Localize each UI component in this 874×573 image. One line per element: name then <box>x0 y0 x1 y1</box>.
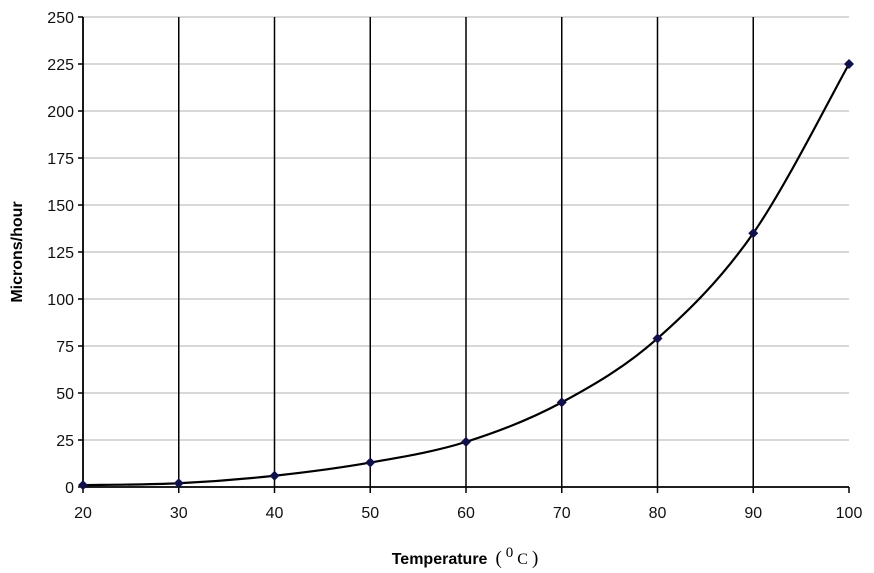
y-tick-label: 225 <box>47 57 74 74</box>
x-tick-label: 100 <box>836 505 863 522</box>
data-point <box>556 397 567 408</box>
x-tick-label: 50 <box>361 505 379 522</box>
y-tick-label: 25 <box>56 433 74 450</box>
y-tick-label: 175 <box>47 151 74 168</box>
y-tick-label: 125 <box>47 245 74 262</box>
x-tick-label: 60 <box>457 505 475 522</box>
data-point <box>173 478 184 489</box>
x-axis-label-text: Temperature <box>392 551 488 568</box>
y-tick-label: 0 <box>65 480 74 497</box>
x-tick-label: 70 <box>553 505 571 522</box>
data-point <box>269 470 280 481</box>
vertical-gridlines <box>178 17 754 487</box>
data-point <box>78 480 88 491</box>
x-tick-label: 90 <box>744 505 762 522</box>
data-line <box>82 63 850 487</box>
x-tick-label: 20 <box>74 505 92 522</box>
y-tick-label: 100 <box>47 292 74 309</box>
y-axis-label: Microns/hour <box>9 201 26 302</box>
data-markers <box>78 59 854 491</box>
data-point <box>652 333 663 344</box>
data-point <box>844 59 854 69</box>
y-tick-label: 250 <box>47 10 74 27</box>
x-axis-unit-close: ) <box>532 548 538 569</box>
x-tick-label: 40 <box>266 505 284 522</box>
y-tick-label: 50 <box>56 386 74 403</box>
data-point <box>461 436 471 447</box>
y-tick-label: 150 <box>47 198 74 215</box>
x-axis-ticks: 20 30 40 50 60 70 80 90 100 <box>74 487 862 522</box>
x-axis-label: Temperature ( 0 C ) <box>392 544 539 569</box>
x-axis-unit-degree: 0 <box>506 545 514 561</box>
y-tick-label: 75 <box>56 339 74 356</box>
x-axis-unit-open: ( <box>495 548 501 569</box>
y-axis-ticks: 0 25 50 75 100 125 150 175 200 225 250 <box>47 10 83 497</box>
data-point <box>748 228 759 239</box>
x-axis-unit-c: C <box>517 551 528 568</box>
x-tick-label: 80 <box>649 505 667 522</box>
y-tick-label: 200 <box>47 104 74 121</box>
x-tick-label: 30 <box>170 505 188 522</box>
data-point <box>365 457 376 468</box>
